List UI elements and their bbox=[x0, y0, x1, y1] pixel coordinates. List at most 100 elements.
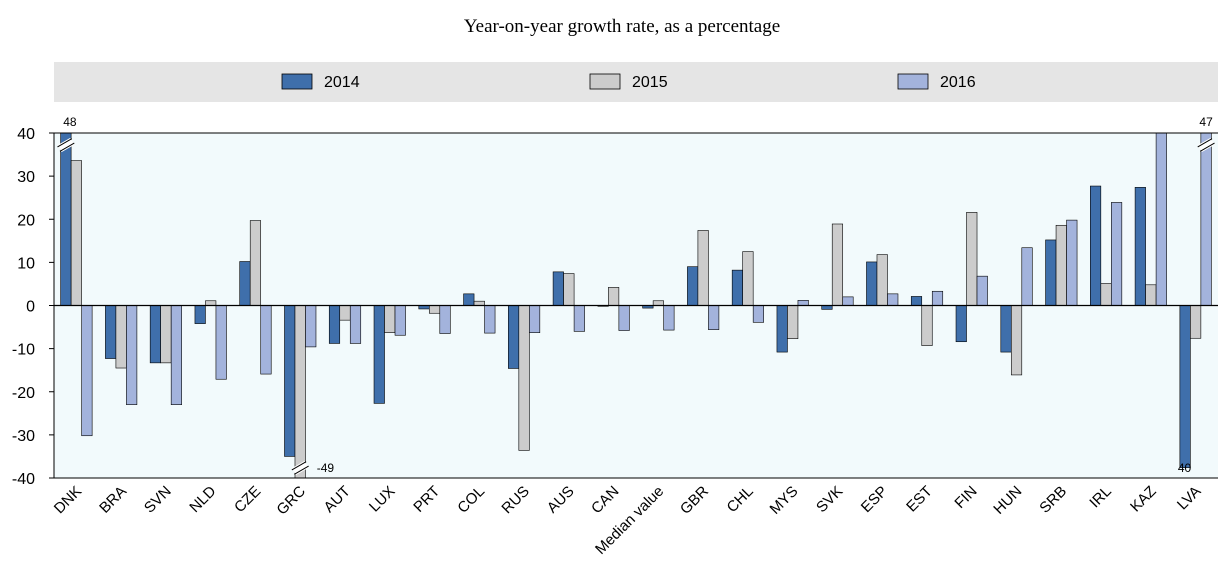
bar-dnk-2014 bbox=[60, 132, 72, 306]
x-axis: DNK BRA SVN NLD CZE GRC AUT LUX PRT COL RUS AUS CAN M… bbox=[51, 483, 1205, 558]
bar-nld-2016 bbox=[215, 305, 227, 380]
bar-chl-2014 bbox=[731, 269, 743, 306]
bar-mys-2016 bbox=[797, 300, 809, 306]
x-tick-label-cze: CZE bbox=[231, 483, 264, 516]
legend-label-2015: 2015 bbox=[632, 74, 668, 91]
bar-esp-2014 bbox=[866, 261, 878, 306]
bar-cze-2014 bbox=[239, 261, 251, 306]
bar-srb-2014 bbox=[1045, 239, 1057, 306]
break-gap bbox=[1197, 137, 1215, 153]
y-tick-label: 40 bbox=[17, 126, 35, 143]
break-gap bbox=[291, 460, 309, 476]
x-tick-label-gbr: GBR bbox=[677, 483, 712, 518]
x-tick-label-aut: AUT bbox=[321, 483, 354, 516]
bar-mys-2015 bbox=[787, 305, 799, 340]
bar-lva-2016 bbox=[1200, 132, 1212, 306]
bar-rus-2016 bbox=[529, 305, 541, 333]
bar-irl-2014 bbox=[1090, 185, 1102, 306]
x-tick-label-hun: HUN bbox=[990, 483, 1025, 518]
bar-rus-2015 bbox=[518, 305, 530, 451]
bar-chl-2016 bbox=[752, 305, 764, 323]
bar-lux-2016 bbox=[394, 305, 406, 336]
bar-est-2014 bbox=[910, 296, 923, 306]
x-tick-label-prt: PRT bbox=[410, 483, 443, 516]
x-tick-label-kaz: KAZ bbox=[1127, 483, 1160, 516]
truncated-value-labels: 48 -49 40 47 bbox=[63, 115, 1213, 475]
x-tick-label-chl: CHL bbox=[724, 483, 757, 516]
value-label-grc-2015: -49 bbox=[317, 461, 335, 475]
x-tick-label-grc: GRC bbox=[273, 483, 309, 519]
truncation-marks bbox=[57, 137, 1215, 476]
bar-aut-2015 bbox=[339, 305, 351, 321]
bar-col-2014 bbox=[463, 293, 475, 306]
bar-can-2015 bbox=[608, 287, 620, 306]
break-mark bbox=[1199, 142, 1215, 152]
bar-bra-2016 bbox=[126, 305, 138, 405]
legend-swatch-2015 bbox=[589, 73, 621, 90]
y-tick-label: 30 bbox=[17, 169, 35, 186]
x-tick-label-irl: IRL bbox=[1086, 483, 1115, 512]
bar-nld-2014 bbox=[194, 305, 206, 324]
bar-grc-2016 bbox=[305, 305, 317, 348]
x-tick-label-col: COL bbox=[454, 483, 488, 517]
bar-srb-2016 bbox=[1066, 219, 1078, 306]
bar-col-2015 bbox=[473, 300, 485, 306]
bar-fin-2014 bbox=[955, 305, 967, 343]
bars bbox=[60, 132, 1212, 479]
x-tick-label-esp: ESP bbox=[858, 483, 891, 516]
bar-kaz-2014 bbox=[1134, 187, 1146, 306]
bar-fin-2016 bbox=[976, 275, 988, 306]
bar-est-2015 bbox=[921, 305, 933, 346]
legend: 2014 2015 2016 bbox=[281, 73, 976, 91]
value-label-kaz-2016: 40 bbox=[1178, 461, 1192, 475]
bar-nld-2015 bbox=[205, 300, 217, 306]
bar-cze-2016 bbox=[260, 305, 272, 375]
bar-hun-2015 bbox=[1010, 305, 1023, 376]
break-gap bbox=[57, 137, 75, 153]
bar-prt-2015 bbox=[428, 305, 441, 314]
bar-aus-2016 bbox=[573, 305, 585, 332]
bar-can-2016 bbox=[618, 305, 630, 331]
legend-label-2014: 2014 bbox=[324, 74, 360, 91]
x-tick-label-mys: MYS bbox=[767, 483, 802, 518]
break-mark bbox=[294, 465, 309, 475]
y-tick-label: 20 bbox=[17, 212, 35, 229]
bar-esp-2016 bbox=[887, 293, 899, 306]
break-mark bbox=[57, 138, 73, 148]
bar-gbr-2016 bbox=[708, 305, 720, 330]
break-mark bbox=[1197, 138, 1213, 148]
bar-svk-2016 bbox=[842, 296, 854, 306]
bar-hun-2014 bbox=[1000, 305, 1012, 353]
bar-bra-2015 bbox=[115, 305, 127, 369]
chart-title: Year-on-year growth rate, as a percentag… bbox=[464, 16, 780, 37]
bar-aus-2015 bbox=[563, 273, 575, 306]
x-tick-label-dnk: DNK bbox=[51, 483, 85, 517]
y-axis: 40 30 20 10 0 -10 -20 -30 -40 bbox=[12, 126, 54, 488]
bar-aut-2014 bbox=[328, 305, 341, 344]
x-tick-label-lux: LUX bbox=[366, 483, 399, 516]
legend-label-2016: 2016 bbox=[940, 74, 976, 91]
bar-grc-2014 bbox=[284, 305, 296, 457]
bar-chl-2015 bbox=[742, 251, 754, 306]
bar-bra-2014 bbox=[105, 305, 117, 359]
y-tick-label: -10 bbox=[12, 342, 35, 359]
bar-aus-2014 bbox=[552, 271, 564, 306]
x-tick-label-srb: SRB bbox=[1036, 483, 1070, 517]
bar-hun-2016 bbox=[1021, 247, 1033, 306]
x-tick-label-rus: RUS bbox=[498, 483, 532, 517]
bar-mys-2014 bbox=[776, 305, 788, 353]
x-tick-label-aus: AUS bbox=[544, 483, 578, 517]
bar-kaz-2016 bbox=[1155, 132, 1167, 306]
bar-gbr-2015 bbox=[697, 230, 709, 306]
y-tick-label: -20 bbox=[12, 385, 35, 402]
bar-lux-2015 bbox=[384, 305, 396, 333]
bar-rus-2014 bbox=[508, 305, 520, 369]
x-tick-label-svk: SVK bbox=[813, 483, 846, 516]
bar-irl-2016 bbox=[1111, 202, 1123, 306]
bar-svn-2015 bbox=[160, 305, 172, 364]
x-tick-label-bra: BRA bbox=[96, 483, 130, 517]
bar-svn-2016 bbox=[170, 305, 182, 405]
bar-fin-2015 bbox=[966, 212, 978, 306]
legend-swatch-2016 bbox=[897, 73, 929, 90]
